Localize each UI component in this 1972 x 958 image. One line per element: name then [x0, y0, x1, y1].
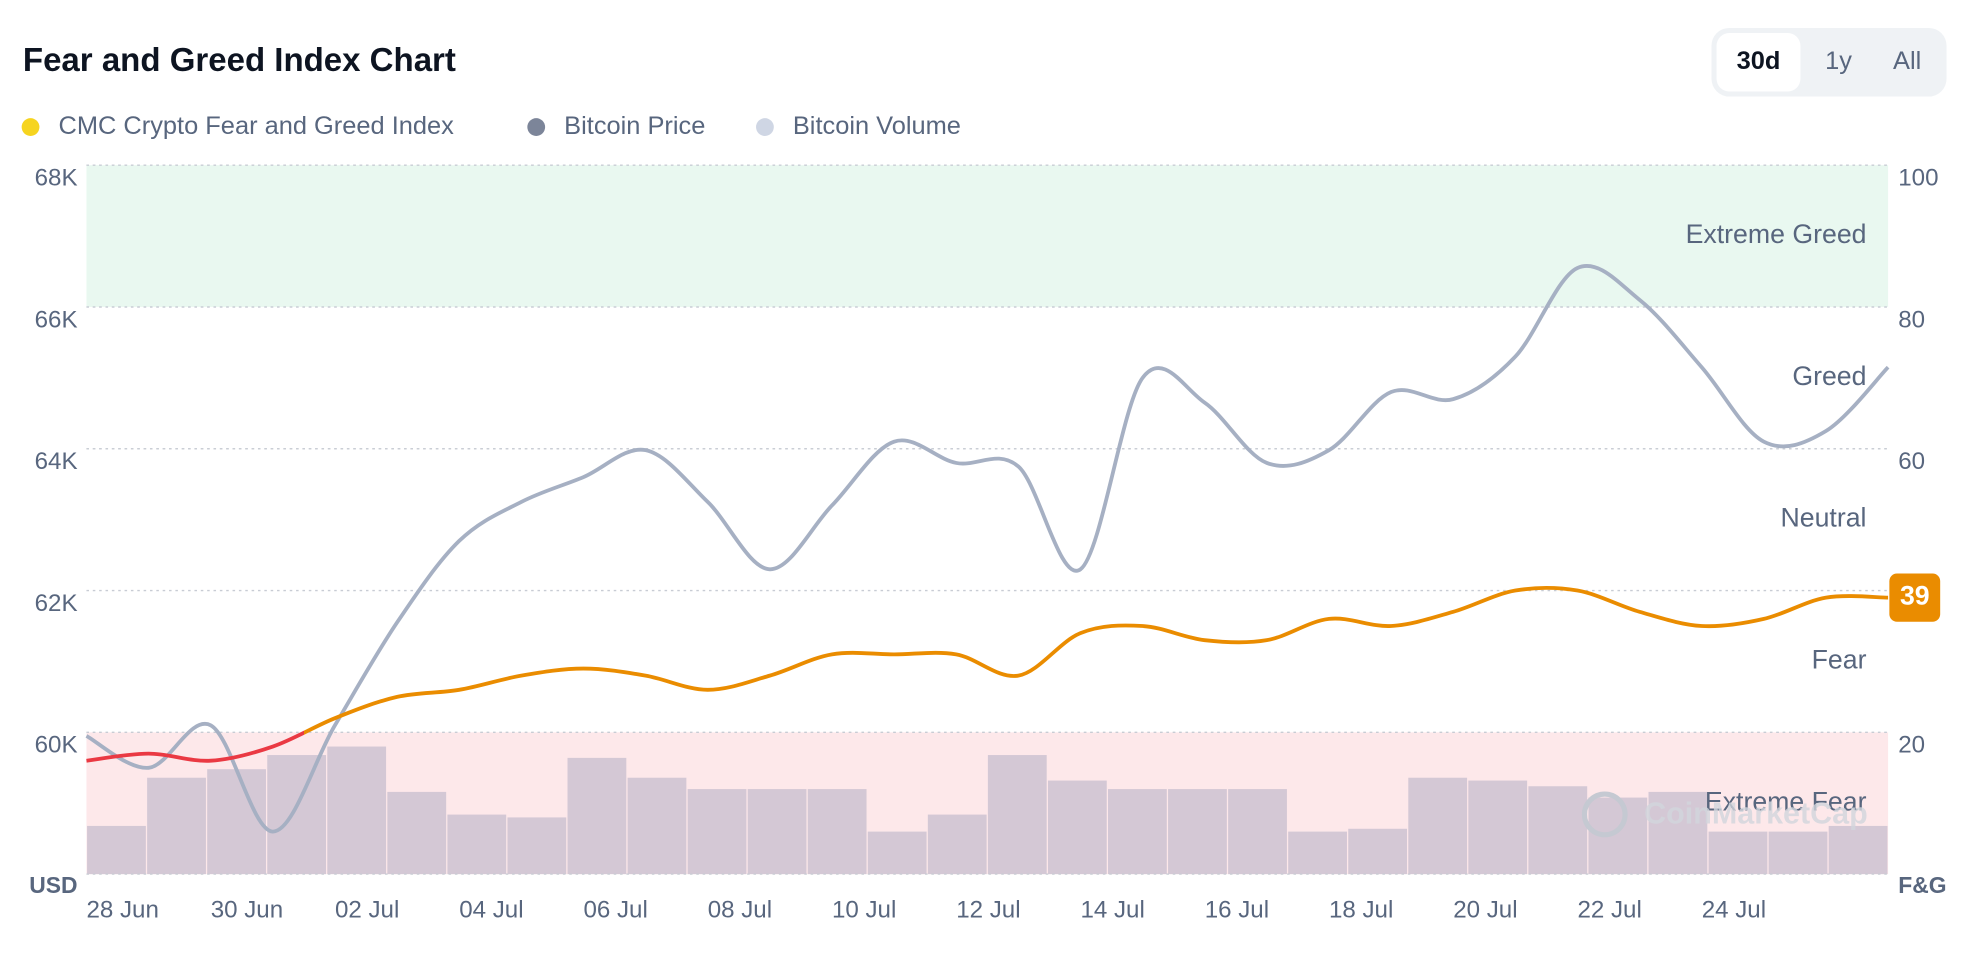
- legend-label: Bitcoin Price: [564, 112, 705, 140]
- price-line: [85, 264, 1890, 834]
- x-tick-label: 14 Jul: [1080, 896, 1144, 923]
- legend-dot: [21, 118, 40, 136]
- volume-bar: [1228, 789, 1287, 875]
- volume-bar: [927, 814, 987, 875]
- y-tick-label: 66K: [35, 306, 78, 333]
- volume-bar: [387, 791, 447, 875]
- range-button[interactable]: 30d: [1737, 47, 1781, 75]
- volume-bar: [1468, 780, 1528, 875]
- zone-label: Greed: [1792, 361, 1866, 391]
- volume-bar: [447, 814, 507, 875]
- y-axis-label: USD: [29, 872, 77, 898]
- volume-bar: [1708, 831, 1768, 875]
- value-badge: [1889, 573, 1941, 622]
- volume-bar: [687, 789, 747, 875]
- chart-title: Fear and Greed Index Chart: [23, 41, 456, 78]
- x-tick-label: 30 Jun: [211, 896, 283, 923]
- volume-bar: [1348, 828, 1408, 875]
- fear-greed-line: [86, 585, 1889, 763]
- x-tick-label: 04 Jul: [459, 896, 523, 923]
- volume-bar: [1047, 780, 1107, 875]
- zone-band: [86, 165, 1889, 307]
- volume-bar: [627, 777, 687, 875]
- value-badge-label: 39: [1900, 581, 1930, 611]
- plot-area: [85, 164, 1890, 875]
- zone-label: Fear: [1812, 644, 1867, 674]
- x-tick-label: 06 Jul: [583, 896, 647, 923]
- y2-tick-label: 60: [1898, 448, 1925, 475]
- y2-tick-label: 100: [1898, 165, 1938, 192]
- volume-bar: [87, 825, 146, 875]
- y2-tick-label: 80: [1898, 306, 1925, 333]
- volume-bar: [327, 746, 387, 875]
- volume-bar: [807, 789, 867, 875]
- volume-bar: [987, 755, 1047, 875]
- y-tick-label: 64K: [35, 448, 78, 475]
- y2-tick-label: 20: [1898, 732, 1925, 759]
- x-tick-label: 22 Jul: [1577, 896, 1641, 923]
- legend-label: CMC Crypto Fear and Greed Index: [58, 112, 454, 140]
- x-tick-label: 28 Jun: [86, 896, 158, 923]
- x-tick-label: 10 Jul: [832, 896, 896, 923]
- volume-bar: [1108, 789, 1167, 875]
- legend-dot: [527, 118, 546, 136]
- x-tick-label: 24 Jul: [1702, 896, 1766, 923]
- volume-bar: [747, 789, 807, 875]
- watermark: CoinMarketCap: [1644, 797, 1868, 831]
- y-tick-label: 68K: [35, 165, 78, 192]
- button-active[interactable]: [1716, 33, 1801, 92]
- x-tick-label: 08 Jul: [708, 896, 772, 923]
- volume-bar: [1408, 777, 1468, 875]
- x-tick-label: 18 Jul: [1329, 896, 1393, 923]
- volume-bar: [567, 757, 627, 875]
- zone-label: Extreme Greed: [1686, 219, 1867, 249]
- y2-axis-label: F&G: [1898, 872, 1946, 898]
- volume-bar: [147, 777, 206, 875]
- x-tick-label: 12 Jul: [956, 896, 1020, 923]
- volume-bar: [1528, 786, 1588, 875]
- volume-bar: [1168, 789, 1227, 875]
- zone-label: Neutral: [1781, 503, 1867, 533]
- y-tick-label: 62K: [35, 590, 78, 617]
- legend-dot: [756, 118, 774, 136]
- volume-bar: [507, 817, 567, 875]
- volume-bar: [207, 769, 266, 875]
- zone-label: Extreme Fear: [1705, 786, 1867, 816]
- y-tick-label: 60K: [35, 732, 78, 759]
- volume-bar: [1768, 831, 1828, 875]
- x-tick-label: 16 Jul: [1205, 896, 1269, 923]
- volume-bar: [267, 755, 327, 875]
- range-button[interactable]: All: [1893, 47, 1921, 75]
- range-button[interactable]: 1y: [1825, 47, 1852, 75]
- volume-bar: [1648, 791, 1708, 875]
- volume-bar: [1828, 825, 1888, 875]
- volume-bar: [1288, 831, 1347, 875]
- watermark-logo: [1581, 791, 1628, 838]
- legend-label: Bitcoin Volume: [793, 112, 961, 140]
- x-tick-label: 02 Jul: [335, 896, 399, 923]
- x-tick-label: 20 Jul: [1453, 896, 1517, 923]
- volume-bar: [867, 831, 927, 875]
